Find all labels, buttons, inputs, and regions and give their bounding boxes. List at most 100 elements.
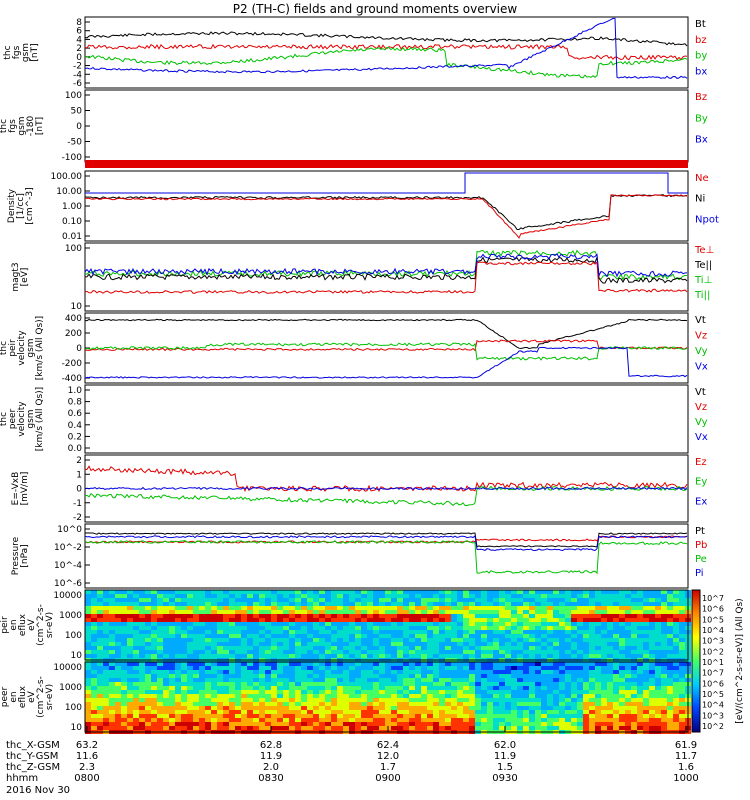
spectro-cell (535, 710, 541, 714)
spectro-cell (229, 674, 235, 678)
spectro-cell (295, 642, 301, 646)
spectro-cell (589, 682, 595, 686)
spectro-cell (241, 602, 247, 606)
spectro-cell (655, 590, 661, 594)
spectro-cell (319, 682, 325, 686)
spectro-cell (175, 602, 181, 606)
spectro-cell (595, 702, 601, 706)
spectro-cell (115, 686, 121, 690)
spectro-cell (643, 714, 649, 718)
spectro-cell (625, 726, 631, 730)
spectro-cell (211, 714, 217, 718)
spectro-cell (451, 594, 457, 598)
spectro-cell (643, 606, 649, 610)
spectro-cell (115, 646, 121, 650)
spectro-cell (505, 646, 511, 650)
spectro-cell (523, 718, 529, 722)
spectro-cell (421, 626, 427, 630)
spectro-cell (271, 706, 277, 710)
legend-vx: Vx (695, 362, 708, 373)
spectro-cell (355, 718, 361, 722)
spectro-cell (229, 698, 235, 702)
spectro-cell (169, 654, 175, 658)
spectro-cell (553, 606, 559, 610)
spectro-cell (523, 682, 529, 686)
spectro-cell (523, 686, 529, 690)
spectro-cell (283, 670, 289, 674)
spectro-cell (109, 630, 115, 634)
spectro-cell (343, 602, 349, 606)
spectro-cell (337, 714, 343, 718)
spectro-cell (655, 646, 661, 650)
spectro-cell (457, 650, 463, 654)
spectro-cell (367, 686, 373, 690)
spectro-cell (649, 662, 655, 666)
legend-bx: Bx (695, 135, 708, 146)
spectro-cell (643, 654, 649, 658)
panel-ylabel-fgs: [nT] (30, 43, 40, 61)
spectro-cell (349, 690, 355, 694)
spectro-cell (529, 662, 535, 666)
spectro-cell (109, 690, 115, 694)
spectro-cell (499, 630, 505, 634)
spectro-cell (565, 682, 571, 686)
spectro-cell (469, 690, 475, 694)
spectro-cell (403, 682, 409, 686)
spectro-cell (139, 714, 145, 718)
spectro-cell (349, 662, 355, 666)
spectro-cell (127, 622, 133, 626)
spectro-cell (343, 638, 349, 642)
spectro-cell (85, 626, 91, 630)
spectro-cell (439, 670, 445, 674)
spectro-cell (259, 682, 265, 686)
spectro-cell (535, 598, 541, 602)
spectro-cell (355, 590, 361, 594)
spectro-cell (97, 726, 103, 730)
spectro-cell (241, 642, 247, 646)
spectro-cell (295, 622, 301, 626)
spectro-cell (613, 674, 619, 678)
spectro-cell (559, 670, 565, 674)
spectro-cell (679, 666, 685, 670)
spectro-cell (331, 662, 337, 666)
spectro-cell (445, 722, 451, 726)
spectro-cell (217, 622, 223, 626)
spectro-cell (667, 598, 673, 602)
spectro-cell (619, 718, 625, 722)
spectro-cell (91, 650, 97, 654)
spectro-cell (109, 714, 115, 718)
spectro-cell (631, 610, 637, 614)
spectro-cell (175, 698, 181, 702)
panel-ylabel-temp: [eV] (20, 268, 30, 287)
spectro-cell (415, 610, 421, 614)
spectro-cell (241, 626, 247, 630)
spectro-cell (349, 590, 355, 594)
spectro-cell (265, 662, 271, 666)
spectro-cell (541, 726, 547, 730)
spectro-cell (613, 642, 619, 646)
spectro-cell (373, 710, 379, 714)
spectro-cell (151, 666, 157, 670)
panel-ylabel-fgs: fgs (12, 45, 22, 59)
spectro-cell (343, 634, 349, 638)
spectro-cell (583, 650, 589, 654)
spectro-cell (493, 654, 499, 658)
spectro-cell (337, 670, 343, 674)
spectro-cell (655, 690, 661, 694)
spectro-cell (433, 710, 439, 714)
spectro-cell (391, 602, 397, 606)
spectro-cell (223, 682, 229, 686)
spectro-cell (655, 682, 661, 686)
spectro-cell (247, 594, 253, 598)
spectro-cell (199, 646, 205, 650)
spectro-cell (367, 674, 373, 678)
spectro-cell (211, 618, 217, 622)
spectro-cell (235, 682, 241, 686)
spectro-cell (583, 642, 589, 646)
spectro-cell (343, 722, 349, 726)
spectro-cell (271, 714, 277, 718)
spectro-cell (223, 602, 229, 606)
spectro-cell (595, 670, 601, 674)
spectro-cell (625, 642, 631, 646)
spectro-cell (505, 714, 511, 718)
